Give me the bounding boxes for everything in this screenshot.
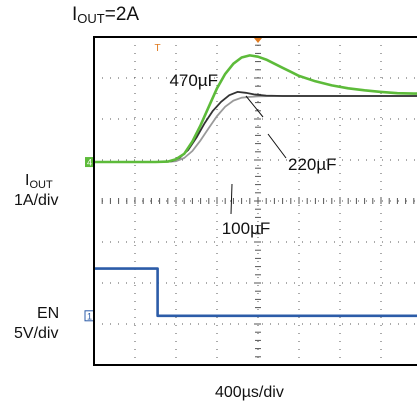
annotation-leader bbox=[245, 95, 264, 118]
annotations: 470µF 220µF 100µF bbox=[169, 71, 336, 238]
series-en-line bbox=[94, 267, 417, 318]
annotation-label: 220µF bbox=[288, 155, 337, 174]
en-channel-name: EN bbox=[37, 305, 60, 322]
annotation-leader bbox=[267, 133, 287, 159]
en-channel-scale: 5V/div bbox=[14, 325, 59, 342]
iout-channel-name: IOUT bbox=[25, 172, 53, 191]
channel-1-marker-label: 1 bbox=[87, 311, 92, 321]
channel-4-marker-label: 4 bbox=[87, 158, 92, 168]
plot-border bbox=[93, 36, 417, 366]
annotation-label: 100µF bbox=[222, 219, 271, 238]
trigger-marker: T bbox=[154, 43, 160, 54]
annotation-label: 470µF bbox=[169, 71, 218, 90]
chart-title: IOUT=2A bbox=[72, 4, 140, 26]
trigger-position-marker bbox=[254, 38, 262, 43]
iout-channel-scale: 1A/div bbox=[14, 192, 59, 209]
series-470f-line bbox=[94, 54, 417, 164]
channel-4-marker bbox=[85, 157, 94, 168]
annotation-leader bbox=[230, 183, 233, 215]
traces bbox=[94, 54, 417, 318]
x-axis-label: 400µs/div bbox=[215, 384, 284, 401]
